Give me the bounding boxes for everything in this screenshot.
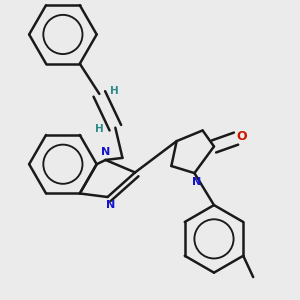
Text: H: H [95, 124, 104, 134]
Text: O: O [236, 130, 247, 143]
Text: N: N [192, 177, 201, 187]
Text: N: N [101, 147, 110, 157]
Text: N: N [106, 200, 116, 210]
Text: H: H [110, 86, 118, 96]
